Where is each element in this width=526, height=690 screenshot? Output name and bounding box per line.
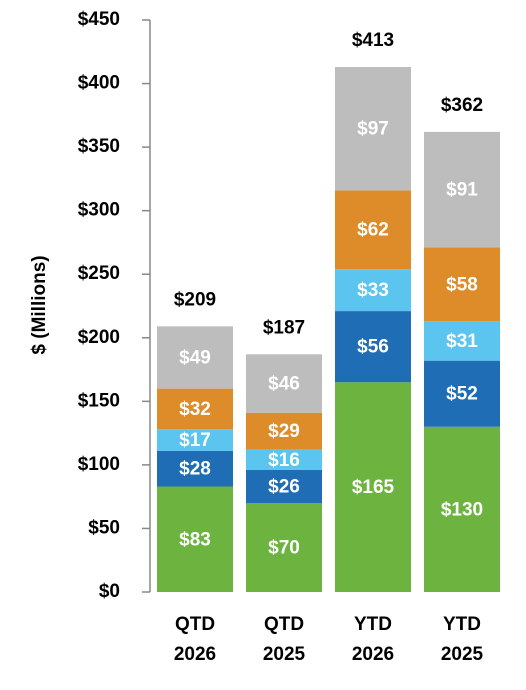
value-label: $83: [179, 529, 211, 550]
value-label: $29: [268, 421, 300, 442]
value-label: $130: [441, 499, 483, 520]
value-label: $165: [352, 477, 395, 498]
value-label: $26: [268, 477, 300, 498]
bar-segment: [335, 382, 411, 592]
bar-segment: [246, 354, 322, 413]
bar-segment: [335, 67, 411, 191]
y-tick-label: $200: [78, 327, 120, 348]
x-tick-label: QTD 2025: [262, 614, 306, 665]
y-tick-label: $50: [88, 517, 120, 538]
x-tick-label: QTD 2026: [173, 614, 217, 665]
value-label: $31: [446, 331, 478, 352]
value-label: $70: [268, 538, 300, 559]
y-axis-title: $ (Millions): [29, 255, 50, 354]
bar-segment: [157, 388, 233, 430]
bar-segment: [424, 321, 500, 361]
value-label: $56: [357, 337, 389, 358]
value-label: $33: [357, 280, 389, 301]
value-label: $91: [446, 180, 478, 201]
y-tick-label: $250: [78, 263, 120, 284]
y-tick-label: $350: [78, 136, 120, 157]
bar-segment: [424, 360, 500, 427]
total-label: $209: [174, 289, 216, 310]
total-label: $362: [441, 95, 483, 116]
x-tick-label: YTD 2026: [351, 614, 395, 665]
bar-segment: [157, 486, 233, 592]
y-tick-label: $300: [78, 200, 120, 221]
value-label: $17: [179, 430, 211, 451]
value-label: $58: [446, 274, 478, 295]
value-label: $16: [268, 450, 300, 471]
bar-segment: [424, 426, 500, 592]
x-tick-label: YTD 2025: [440, 614, 484, 665]
bar-segment: [335, 190, 411, 270]
bar-segment: [246, 449, 322, 470]
bar-segment: [424, 247, 500, 322]
y-tick-label: $100: [78, 454, 120, 475]
value-label: $32: [179, 399, 211, 420]
bar-segment: [157, 326, 233, 389]
y-tick-label: $400: [78, 73, 120, 94]
bar-segment: [157, 429, 233, 451]
total-label: $413: [352, 30, 394, 51]
bar-segment: [335, 269, 411, 312]
value-label: $52: [446, 384, 478, 405]
value-label: $49: [179, 347, 211, 368]
value-label: $46: [268, 374, 300, 395]
bar-segment: [157, 450, 233, 487]
bar-segment: [246, 469, 322, 504]
value-label: $62: [357, 220, 389, 241]
total-label: $187: [263, 317, 305, 338]
value-label: $28: [179, 459, 211, 480]
bar-segment: [246, 503, 322, 592]
bar-segment: [246, 412, 322, 450]
y-tick-label: $450: [78, 9, 120, 30]
y-tick-label: $0: [99, 581, 120, 602]
bar-segment: [424, 131, 500, 248]
y-tick-label: $150: [78, 390, 120, 411]
value-label: $97: [357, 119, 389, 140]
bar-segment: [335, 311, 411, 383]
